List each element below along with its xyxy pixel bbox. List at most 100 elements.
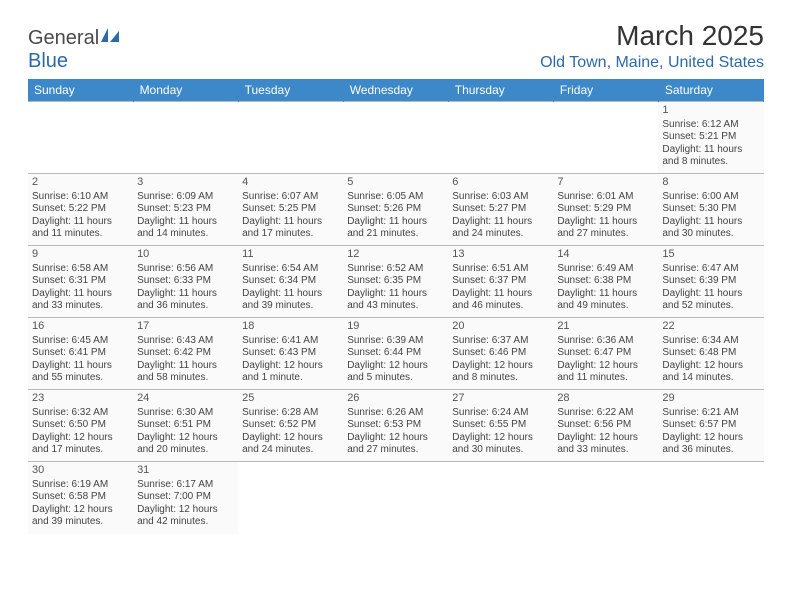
daylight2-text: and 17 minutes. — [32, 444, 129, 457]
sunset-text: Sunset: 6:44 PM — [347, 347, 444, 360]
calendar-cell: 20Sunrise: 6:37 AMSunset: 6:46 PMDayligh… — [448, 318, 553, 390]
daylight2-text: and 11 minutes. — [32, 228, 129, 241]
calendar-cell — [343, 102, 448, 174]
day-number: 11 — [242, 248, 339, 262]
day-number: 3 — [137, 176, 234, 190]
daylight1-text: Daylight: 12 hours — [137, 432, 234, 445]
brand-part2: Blue — [28, 50, 68, 72]
weekday-header: Sunday — [28, 79, 133, 102]
day-number: 28 — [557, 392, 654, 406]
calendar-body: 1Sunrise: 6:12 AMSunset: 5:21 PMDaylight… — [28, 102, 764, 534]
day-number: 15 — [662, 248, 759, 262]
daylight2-text: and 55 minutes. — [32, 372, 129, 385]
day-number: 4 — [242, 176, 339, 190]
calendar-cell: 14Sunrise: 6:49 AMSunset: 6:38 PMDayligh… — [553, 246, 658, 318]
calendar-cell — [658, 462, 763, 534]
weekday-header: Tuesday — [238, 79, 343, 102]
daylight1-text: Daylight: 11 hours — [347, 216, 444, 229]
calendar-row: 23Sunrise: 6:32 AMSunset: 6:50 PMDayligh… — [28, 390, 764, 462]
weekday-header: Friday — [553, 79, 658, 102]
sunset-text: Sunset: 7:00 PM — [137, 491, 234, 504]
daylight2-text: and 8 minutes. — [662, 156, 759, 169]
sunset-text: Sunset: 6:37 PM — [452, 275, 549, 288]
sunrise-text: Sunrise: 6:54 AM — [242, 263, 339, 276]
month-title: March 2025 — [540, 20, 764, 52]
calendar-cell: 9Sunrise: 6:58 AMSunset: 6:31 PMDaylight… — [28, 246, 133, 318]
daylight2-text: and 33 minutes. — [32, 300, 129, 313]
sunrise-text: Sunrise: 6:24 AM — [452, 407, 549, 420]
day-number: 23 — [32, 392, 129, 406]
daylight2-text: and 17 minutes. — [242, 228, 339, 241]
day-number: 8 — [662, 176, 759, 190]
sunrise-text: Sunrise: 6:26 AM — [347, 407, 444, 420]
daylight1-text: Daylight: 11 hours — [662, 288, 759, 301]
sunset-text: Sunset: 5:26 PM — [347, 203, 444, 216]
daylight2-text: and 14 minutes. — [662, 372, 759, 385]
sunrise-text: Sunrise: 6:30 AM — [137, 407, 234, 420]
sunrise-text: Sunrise: 6:17 AM — [137, 479, 234, 492]
sunrise-text: Sunrise: 6:32 AM — [32, 407, 129, 420]
sunrise-text: Sunrise: 6:21 AM — [662, 407, 759, 420]
sunset-text: Sunset: 5:30 PM — [662, 203, 759, 216]
calendar-cell: 5Sunrise: 6:05 AMSunset: 5:26 PMDaylight… — [343, 174, 448, 246]
daylight2-text: and 30 minutes. — [662, 228, 759, 241]
calendar-row: 1Sunrise: 6:12 AMSunset: 5:21 PMDaylight… — [28, 102, 764, 174]
sunset-text: Sunset: 6:57 PM — [662, 419, 759, 432]
day-number: 19 — [347, 320, 444, 334]
day-number: 5 — [347, 176, 444, 190]
daylight1-text: Daylight: 11 hours — [137, 360, 234, 373]
sunrise-text: Sunrise: 6:51 AM — [452, 263, 549, 276]
daylight1-text: Daylight: 12 hours — [557, 360, 654, 373]
calendar-cell: 8Sunrise: 6:00 AMSunset: 5:30 PMDaylight… — [658, 174, 763, 246]
daylight1-text: Daylight: 11 hours — [137, 288, 234, 301]
calendar-cell: 18Sunrise: 6:41 AMSunset: 6:43 PMDayligh… — [238, 318, 343, 390]
sunset-text: Sunset: 6:35 PM — [347, 275, 444, 288]
calendar-cell: 19Sunrise: 6:39 AMSunset: 6:44 PMDayligh… — [343, 318, 448, 390]
sunrise-text: Sunrise: 6:34 AM — [662, 335, 759, 348]
sunrise-text: Sunrise: 6:56 AM — [137, 263, 234, 276]
daylight2-text: and 39 minutes. — [242, 300, 339, 313]
daylight2-text: and 11 minutes. — [557, 372, 654, 385]
calendar-cell: 11Sunrise: 6:54 AMSunset: 6:34 PMDayligh… — [238, 246, 343, 318]
day-number: 18 — [242, 320, 339, 334]
daylight2-text: and 27 minutes. — [347, 444, 444, 457]
daylight2-text: and 43 minutes. — [347, 300, 444, 313]
calendar-cell: 21Sunrise: 6:36 AMSunset: 6:47 PMDayligh… — [553, 318, 658, 390]
weekday-header: Monday — [133, 79, 238, 102]
daylight1-text: Daylight: 12 hours — [452, 360, 549, 373]
daylight1-text: Daylight: 11 hours — [32, 288, 129, 301]
sunrise-text: Sunrise: 6:37 AM — [452, 335, 549, 348]
daylight2-text: and 39 minutes. — [32, 516, 129, 529]
daylight2-text: and 24 minutes. — [242, 444, 339, 457]
sunset-text: Sunset: 6:53 PM — [347, 419, 444, 432]
daylight1-text: Daylight: 12 hours — [32, 504, 129, 517]
calendar-cell — [553, 102, 658, 174]
sunrise-text: Sunrise: 6:43 AM — [137, 335, 234, 348]
calendar-row: 16Sunrise: 6:45 AMSunset: 6:41 PMDayligh… — [28, 318, 764, 390]
sunrise-text: Sunrise: 6:45 AM — [32, 335, 129, 348]
daylight1-text: Daylight: 11 hours — [452, 288, 549, 301]
day-number: 14 — [557, 248, 654, 262]
daylight2-text: and 33 minutes. — [557, 444, 654, 457]
sunrise-text: Sunrise: 6:47 AM — [662, 263, 759, 276]
sunrise-text: Sunrise: 6:00 AM — [662, 191, 759, 204]
daylight1-text: Daylight: 11 hours — [347, 288, 444, 301]
calendar-row: 2Sunrise: 6:10 AMSunset: 5:22 PMDaylight… — [28, 174, 764, 246]
day-number: 7 — [557, 176, 654, 190]
brand-part1: General — [28, 27, 99, 49]
calendar-cell: 24Sunrise: 6:30 AMSunset: 6:51 PMDayligh… — [133, 390, 238, 462]
day-number: 20 — [452, 320, 549, 334]
calendar-cell — [238, 462, 343, 534]
sunset-text: Sunset: 5:29 PM — [557, 203, 654, 216]
calendar-cell — [448, 102, 553, 174]
weekday-header: Thursday — [448, 79, 553, 102]
calendar-cell — [28, 102, 133, 174]
calendar-header: SundayMondayTuesdayWednesdayThursdayFrid… — [28, 79, 764, 102]
daylight1-text: Daylight: 12 hours — [347, 432, 444, 445]
calendar-cell: 25Sunrise: 6:28 AMSunset: 6:52 PMDayligh… — [238, 390, 343, 462]
daylight2-text: and 1 minute. — [242, 372, 339, 385]
sunrise-text: Sunrise: 6:03 AM — [452, 191, 549, 204]
daylight1-text: Daylight: 11 hours — [662, 144, 759, 157]
day-number: 17 — [137, 320, 234, 334]
calendar-cell: 27Sunrise: 6:24 AMSunset: 6:55 PMDayligh… — [448, 390, 553, 462]
